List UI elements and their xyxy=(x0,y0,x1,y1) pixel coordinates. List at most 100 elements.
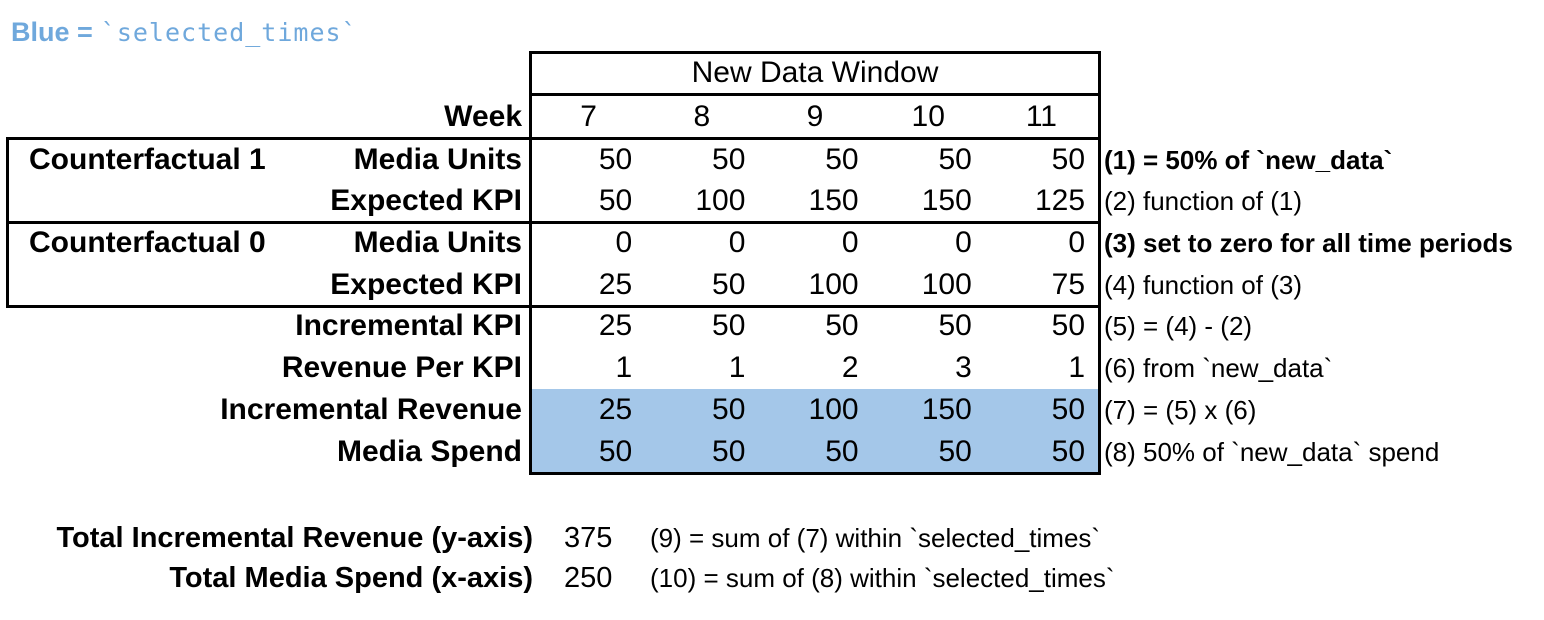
row-annotation: (7) = (5) x (6) xyxy=(1104,395,1257,425)
cell-value: 1 xyxy=(1068,351,1086,384)
cell-value: 150 xyxy=(921,184,972,217)
table-border-under-week xyxy=(6,137,1101,140)
table-row-media-units-cf0: Media Units 0 0 0 0 0 (3) set to zero fo… xyxy=(0,222,1544,264)
table-border-bottom xyxy=(529,472,1101,475)
cell-value: 2 xyxy=(841,351,859,384)
group-label-counterfactual-0: Counterfactual 0 xyxy=(29,226,266,259)
cell-value: 50 xyxy=(1051,393,1086,426)
cell-value: 0 xyxy=(841,226,859,259)
cell-value: 150 xyxy=(921,393,972,426)
summary-annotation: (10) = sum of (8) within `selected_times… xyxy=(650,563,1115,593)
row-annotation: (3) set to zero for all time periods xyxy=(1104,228,1513,258)
table-row-media-spend: Media Spend 50 50 50 50 50 (8) 50% of `n… xyxy=(0,431,1544,473)
cell-value: 50 xyxy=(712,143,746,176)
cell-value: 50 xyxy=(598,184,633,217)
row-cells: 25 50 100 100 75 xyxy=(532,264,1098,306)
row-cells: 50 50 50 50 50 xyxy=(532,431,1098,473)
week-cells: 7 8 9 10 11 xyxy=(532,96,1098,138)
group-label-counterfactual-1: Counterfactual 1 xyxy=(29,143,266,176)
cell-value: 50 xyxy=(712,309,746,342)
cell-value: 25 xyxy=(598,309,633,342)
summary-annotation: (9) = sum of (7) within `selected_times` xyxy=(650,523,1101,553)
cell-value: 50 xyxy=(825,309,859,342)
cell-value: 50 xyxy=(712,393,746,426)
cell-value: 50 xyxy=(712,435,746,468)
row-cells: 25 50 100 150 50 xyxy=(532,389,1098,431)
week-value: 7 xyxy=(580,100,597,133)
week-value: 8 xyxy=(693,100,711,133)
table-border-under-header xyxy=(529,93,1101,96)
cell-value: 50 xyxy=(938,309,972,342)
cell-value: 50 xyxy=(598,435,633,468)
table-border-cf1-bottom xyxy=(6,221,1101,224)
cell-value: 50 xyxy=(1051,309,1086,342)
row-label: Expected KPI xyxy=(330,184,522,217)
table-row-expected-kpi-cf0: Expected KPI 25 50 100 100 75 (4) functi… xyxy=(0,264,1544,306)
cell-value: 125 xyxy=(1034,184,1086,217)
summary-value: 375 xyxy=(564,522,613,554)
cell-value: 0 xyxy=(728,226,746,259)
cell-value: 25 xyxy=(598,268,633,301)
week-row: Week 7 8 9 10 11 xyxy=(0,96,1544,138)
cell-value: 50 xyxy=(598,143,633,176)
cell-value: 0 xyxy=(955,226,972,259)
row-annotation: (1) = 50% of `new_data` xyxy=(1104,145,1393,175)
cell-value: 50 xyxy=(712,268,746,301)
counterfactual-box-left-border xyxy=(6,137,9,308)
cell-value: 50 xyxy=(825,143,859,176)
summary-row-total-media-spend: Total Media Spend (x-axis) 250 (10) = su… xyxy=(0,557,1544,599)
row-annotation: (6) from `new_data` xyxy=(1104,353,1333,383)
row-cells: 50 50 50 50 50 xyxy=(532,139,1098,181)
row-label: Incremental KPI xyxy=(295,309,522,342)
table-border-right xyxy=(1098,51,1101,475)
row-annotation: (4) function of (3) xyxy=(1104,270,1302,300)
legend-text: Blue = xyxy=(11,17,93,47)
cell-value: 100 xyxy=(921,268,972,301)
summary-value: 250 xyxy=(564,562,613,594)
table-row-revenue-per-kpi: Revenue Per KPI 1 1 2 3 1 (6) from `new_… xyxy=(0,347,1544,389)
row-annotation: (8) 50% of `new_data` spend xyxy=(1104,437,1440,467)
row-label: Expected KPI xyxy=(330,268,522,301)
row-cells: 1 1 2 3 1 xyxy=(532,347,1098,389)
cell-value: 100 xyxy=(808,268,859,301)
cell-value: 3 xyxy=(955,351,972,384)
table-row-expected-kpi-cf1: Expected KPI 50 100 150 150 125 (2) func… xyxy=(0,180,1544,222)
row-cells: 25 50 50 50 50 xyxy=(532,305,1098,347)
row-annotation: (5) = (4) - (2) xyxy=(1104,311,1253,341)
selected-times-highlight xyxy=(532,389,1098,472)
week-value: 9 xyxy=(806,100,824,133)
table-row-incremental-kpi: Incremental KPI 25 50 50 50 50 (5) = (4)… xyxy=(0,305,1544,347)
row-cells: 50 100 150 150 125 xyxy=(532,180,1098,222)
cell-value: 50 xyxy=(1051,143,1086,176)
cell-value: 0 xyxy=(615,226,633,259)
cell-value: 50 xyxy=(825,435,859,468)
summary-label: Total Incremental Revenue (y-axis) xyxy=(56,522,533,554)
week-value: 11 xyxy=(1025,100,1057,133)
row-annotation: (2) function of (1) xyxy=(1104,186,1302,216)
cell-value: 25 xyxy=(598,393,633,426)
legend: Blue = `selected_times` xyxy=(11,14,358,50)
table-border-top xyxy=(529,51,1101,54)
row-label: Media Units xyxy=(353,143,522,176)
cell-value: 100 xyxy=(808,393,859,426)
table-row-incremental-revenue: Incremental Revenue 25 50 100 150 50 (7)… xyxy=(0,389,1544,431)
cell-value: 50 xyxy=(1051,435,1086,468)
cell-value: 50 xyxy=(938,143,972,176)
table-border-left xyxy=(529,51,532,475)
week-value: 10 xyxy=(911,100,945,133)
legend-code: `selected_times` xyxy=(100,18,358,47)
row-cells: 0 0 0 0 0 xyxy=(532,222,1098,264)
row-label: Media Spend xyxy=(336,435,522,468)
cell-value: 1 xyxy=(728,351,746,384)
row-label: Incremental Revenue xyxy=(220,393,522,426)
table-border-cf0-bottom xyxy=(6,305,1101,308)
cell-value: 1 xyxy=(615,351,633,384)
row-label: Media Units xyxy=(353,226,522,259)
cell-value: 150 xyxy=(808,184,859,217)
cell-value: 50 xyxy=(938,435,972,468)
table-header-new-data-window: New Data Window xyxy=(691,56,939,89)
cell-value: 100 xyxy=(695,184,746,217)
summary-row-total-incremental-revenue: Total Incremental Revenue (y-axis) 375 (… xyxy=(0,517,1544,559)
table-row-media-units-cf1: Media Units 50 50 50 50 50 (1) = 50% of … xyxy=(0,139,1544,181)
